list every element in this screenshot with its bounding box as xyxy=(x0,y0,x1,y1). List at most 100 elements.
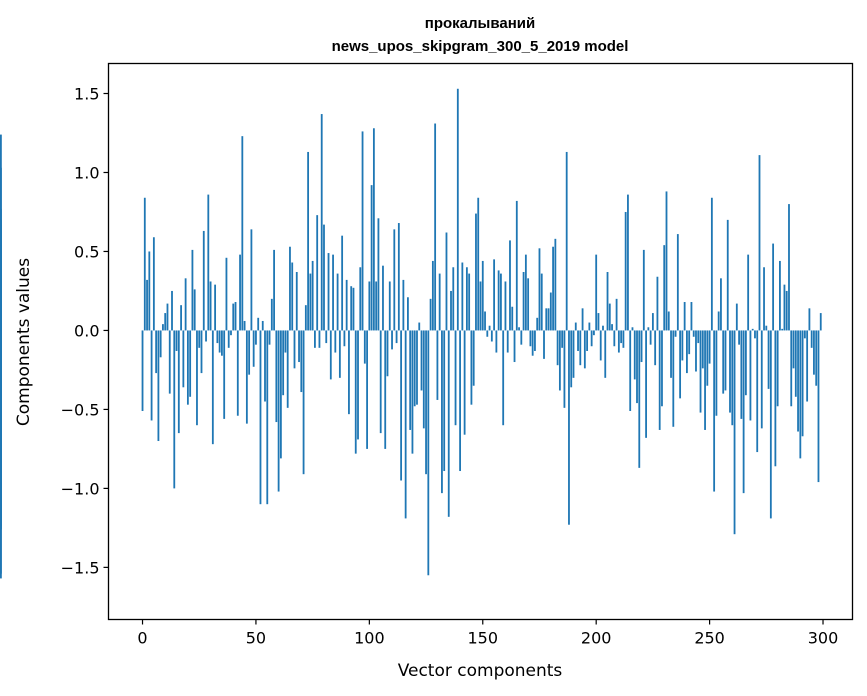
bar xyxy=(234,302,237,331)
bar xyxy=(604,330,607,378)
bar xyxy=(375,281,378,331)
bar xyxy=(654,330,657,366)
bar xyxy=(633,330,636,380)
bar xyxy=(599,330,602,361)
bar xyxy=(735,303,738,331)
bar xyxy=(205,330,207,342)
bar xyxy=(665,191,668,331)
bar xyxy=(717,311,720,331)
bar xyxy=(769,330,772,519)
bar xyxy=(803,330,806,339)
bar xyxy=(715,330,718,416)
bar xyxy=(325,330,328,344)
bar xyxy=(701,330,704,369)
bar xyxy=(708,330,711,364)
bar xyxy=(484,311,486,331)
bar xyxy=(270,298,273,331)
bar xyxy=(556,330,559,366)
bar xyxy=(531,330,534,356)
bar xyxy=(493,259,496,331)
bar xyxy=(577,330,579,351)
bar xyxy=(672,330,675,427)
bar xyxy=(570,330,573,388)
bar xyxy=(817,330,820,483)
bar xyxy=(477,197,480,331)
bar xyxy=(583,330,586,369)
bar xyxy=(382,265,384,331)
bar xyxy=(289,246,291,331)
bar xyxy=(211,330,214,445)
bar xyxy=(277,330,280,492)
bar xyxy=(218,330,221,353)
bar xyxy=(350,286,353,331)
bar xyxy=(454,330,457,426)
bar xyxy=(593,330,595,336)
bar xyxy=(443,330,446,472)
bar xyxy=(502,330,505,426)
bar xyxy=(697,330,700,344)
bar xyxy=(790,330,793,407)
bar xyxy=(699,330,702,413)
bar xyxy=(155,330,158,374)
bar xyxy=(640,330,643,363)
bar xyxy=(409,330,412,430)
bar xyxy=(574,322,577,331)
bar xyxy=(799,330,802,459)
bar xyxy=(282,330,285,396)
bar xyxy=(760,330,763,429)
bar xyxy=(774,330,777,467)
bar xyxy=(236,330,239,416)
bar xyxy=(461,262,464,331)
bar xyxy=(568,330,570,525)
bar xyxy=(348,330,350,415)
bar xyxy=(636,330,638,404)
bar xyxy=(243,320,246,331)
bar xyxy=(479,281,482,331)
bar xyxy=(481,260,484,331)
bar xyxy=(552,246,554,331)
bar xyxy=(713,330,716,492)
bar xyxy=(400,330,403,481)
bar xyxy=(245,330,248,424)
bar xyxy=(490,330,493,342)
bar xyxy=(547,308,550,331)
bar xyxy=(223,330,226,419)
bar xyxy=(420,330,423,391)
bar xyxy=(538,248,541,331)
x-tick-label: 100 xyxy=(354,629,385,648)
bar xyxy=(279,330,282,459)
bar xyxy=(157,330,160,442)
bar xyxy=(146,279,148,331)
bar xyxy=(293,330,296,369)
bar xyxy=(726,219,729,331)
bar xyxy=(647,327,650,331)
bar xyxy=(581,308,584,331)
bar xyxy=(549,292,552,331)
bar xyxy=(200,330,203,374)
bar xyxy=(255,330,257,345)
bar xyxy=(624,211,627,331)
bar xyxy=(177,330,180,434)
bar xyxy=(692,330,695,337)
bar xyxy=(695,330,697,372)
bar xyxy=(261,320,264,331)
bar xyxy=(540,273,543,331)
bar xyxy=(670,330,672,378)
bar xyxy=(162,324,164,331)
bar xyxy=(522,272,525,331)
bar xyxy=(781,328,784,331)
bar xyxy=(186,330,189,405)
bar xyxy=(422,330,425,429)
bar xyxy=(202,230,205,331)
bar xyxy=(171,290,173,331)
bar xyxy=(431,260,434,331)
bar xyxy=(511,306,514,331)
bar xyxy=(524,254,527,331)
bar xyxy=(391,330,393,350)
bar xyxy=(191,249,194,331)
bar xyxy=(651,313,654,331)
bar xyxy=(180,305,182,331)
bar xyxy=(452,267,455,331)
bar xyxy=(372,128,375,331)
bar xyxy=(418,322,421,331)
